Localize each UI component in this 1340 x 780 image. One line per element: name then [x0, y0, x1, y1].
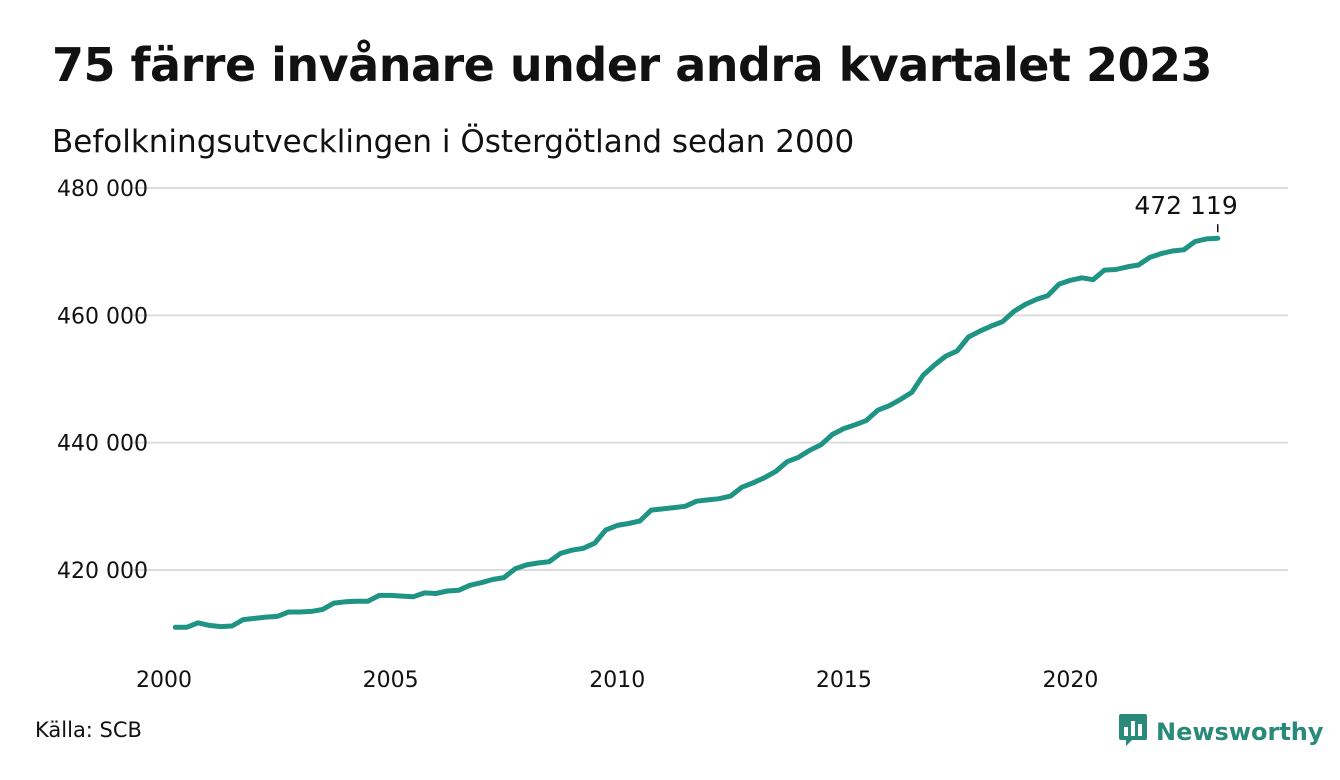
y-tick-label: 420 000 [57, 559, 148, 584]
bar-chart-speech-icon [1118, 712, 1148, 752]
source-note: Källa: SCB [35, 718, 142, 742]
last-value-label: 472 119 [1134, 191, 1237, 220]
x-tick-label: 2000 [136, 668, 192, 693]
chart-subtitle: Befolkningsutvecklingen i Östergötland s… [52, 124, 855, 160]
annotation-layer: 472 119 [1134, 191, 1238, 233]
series-layer [172, 235, 1221, 630]
x-tick-label: 2020 [1042, 668, 1098, 693]
x-axis-ticks: 2000 2005 2010 2015 2020 [136, 668, 1098, 693]
brand-name: Newsworthy [1156, 718, 1324, 746]
y-tick-label: 440 000 [57, 432, 148, 457]
chart-title: 75 färre invånare under andra kvartalet … [52, 38, 1213, 92]
y-tick-label: 480 000 [57, 177, 148, 202]
brand-logo: Newsworthy [1118, 712, 1324, 752]
y-tick-label: 460 000 [57, 304, 148, 329]
x-tick-label: 2010 [589, 668, 645, 693]
y-axis-ticks: 420 000 440 000 460 000 480 000 [57, 177, 148, 584]
x-tick-label: 2005 [363, 668, 419, 693]
grid-lines [132, 187, 1288, 571]
series-line [172, 235, 1221, 630]
x-tick-label: 2015 [816, 668, 872, 693]
